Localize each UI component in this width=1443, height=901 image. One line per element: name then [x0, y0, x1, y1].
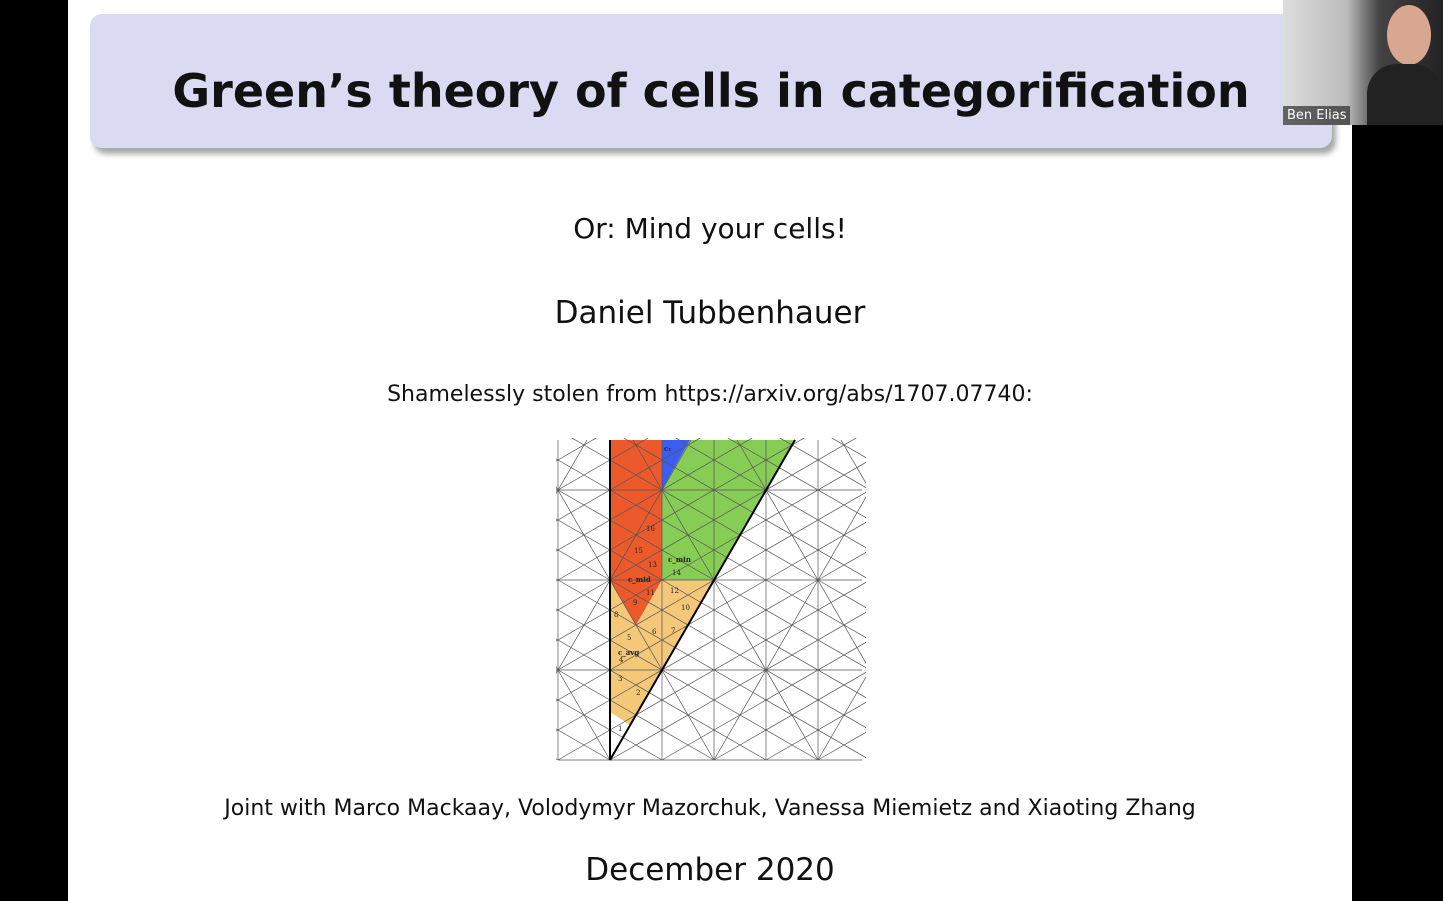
figure-label: 6 — [652, 628, 657, 636]
grid-line — [713, 496, 866, 761]
figure-label: 15 — [634, 547, 643, 555]
figure-label: 3 — [618, 675, 622, 683]
figure-labels: c₁ c_min c_mid c_avg 16 15 13 14 11 12 10 9 8 7 6 5 4 3 2 1 — [614, 444, 691, 733]
grid-line — [713, 579, 866, 669]
grid-line — [713, 491, 866, 581]
grid-line — [765, 701, 866, 761]
figure-label: c₁ — [664, 444, 671, 453]
cell-region — [662, 440, 795, 580]
figure-label: 1 — [618, 725, 622, 733]
figure-label: c_mid — [628, 575, 651, 584]
grid-line — [556, 548, 611, 581]
grid-line — [556, 486, 715, 761]
webcam-thumbnail: Ben Elias — [1283, 0, 1443, 125]
slide: Green’s theory of cells in categorificat… — [68, 0, 1352, 901]
source-note: Shamelessly stolen from https://arxiv.or… — [387, 382, 1033, 407]
figure-label: 12 — [670, 587, 679, 595]
slide-title: Green’s theory of cells in categorificat… — [172, 64, 1250, 118]
coauthors: Joint with Marco Mackaay, Volodymyr Mazo… — [224, 796, 1196, 821]
figure-label: c_avg — [618, 648, 639, 657]
subtitle: Or: Mind your cells! — [573, 212, 847, 245]
date: December 2020 — [585, 852, 835, 888]
grid-line — [632, 439, 819, 761]
figure-label: 16 — [646, 525, 655, 533]
cell-region — [610, 440, 662, 625]
figure-label: 14 — [672, 569, 681, 577]
wall — [609, 439, 796, 761]
figure-label: 10 — [681, 604, 690, 612]
grid-line — [817, 676, 866, 761]
figure-label: 4 — [619, 656, 624, 664]
participant-name: Ben Elias — [1283, 106, 1351, 125]
grid-line — [661, 579, 866, 699]
cell-figure: c₁ c_min c_mid c_avg 16 15 13 14 11 12 10 9 8 7 6 5 4 3 2 1 — [556, 438, 866, 761]
grid-line — [727, 438, 866, 519]
title-box: Green’s theory of cells in categorificat… — [90, 14, 1332, 148]
figure-label: c_min — [668, 555, 691, 564]
figure-label: 5 — [627, 634, 631, 642]
grid-line — [840, 439, 866, 484]
grid-line — [556, 439, 588, 495]
grid-line — [713, 671, 866, 761]
grid-line — [556, 438, 610, 580]
grid-line — [556, 665, 611, 761]
grid-line — [556, 439, 692, 675]
grid-line — [736, 439, 866, 664]
figure-label: 8 — [614, 611, 618, 619]
figure-label: 13 — [648, 561, 657, 569]
face — [1387, 5, 1431, 65]
body — [1367, 64, 1443, 125]
author: Daniel Tubbenhauer — [554, 295, 866, 331]
figure-label: 11 — [646, 589, 655, 597]
figure-label: 2 — [636, 689, 640, 697]
figure-label: 7 — [671, 627, 675, 635]
grid-line — [609, 579, 866, 729]
grid-line — [765, 579, 866, 639]
grid-line — [765, 521, 866, 581]
figure-label: 9 — [633, 599, 637, 607]
